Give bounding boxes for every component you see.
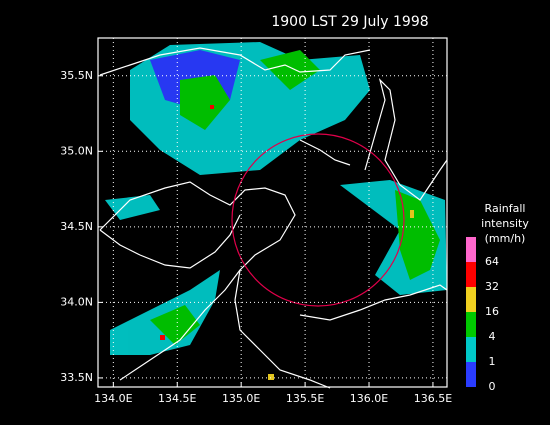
legend-swatch bbox=[466, 287, 476, 312]
x-tick-label: 135.5E bbox=[286, 392, 324, 405]
x-tick-label: 136.5E bbox=[414, 392, 452, 405]
radar-range-circle bbox=[231, 133, 405, 307]
legend-level-label: 0 bbox=[489, 380, 496, 393]
legend-swatch bbox=[466, 237, 476, 262]
legend-swatch bbox=[466, 312, 476, 337]
y-tick-label: 35.0N bbox=[60, 144, 93, 157]
rainfall-field bbox=[105, 42, 447, 380]
map-frame bbox=[97, 37, 448, 388]
title: 1900 LST 29 July 1998 bbox=[271, 14, 428, 30]
x-tick-label: 134.0E bbox=[94, 392, 132, 405]
legend-level-label: 16 bbox=[485, 305, 499, 318]
y-tick-label: 35.5N bbox=[60, 69, 93, 82]
legend-level-label: 1 bbox=[489, 355, 496, 368]
legend-title-line: Rainfall bbox=[485, 202, 526, 215]
x-tick-label: 135.0E bbox=[222, 392, 260, 405]
legend-level-label: 64 bbox=[485, 255, 499, 268]
x-tick-label: 134.5E bbox=[158, 392, 196, 405]
y-tick-label: 34.0N bbox=[60, 295, 93, 308]
legend-title-line: intensity bbox=[481, 217, 529, 230]
coastlines bbox=[99, 47, 448, 389]
legend-level-label: 4 bbox=[489, 330, 496, 343]
legend-level-label: 32 bbox=[485, 280, 499, 293]
y-tick-label: 33.5N bbox=[60, 371, 93, 384]
y-tick-label: 34.5N bbox=[60, 220, 93, 233]
legend-swatch bbox=[466, 362, 476, 387]
legend-title-line: (mm/h) bbox=[485, 232, 526, 245]
legend-swatch bbox=[466, 262, 476, 287]
x-tick-label: 136.0E bbox=[350, 392, 388, 405]
legend-swatch bbox=[466, 337, 476, 362]
